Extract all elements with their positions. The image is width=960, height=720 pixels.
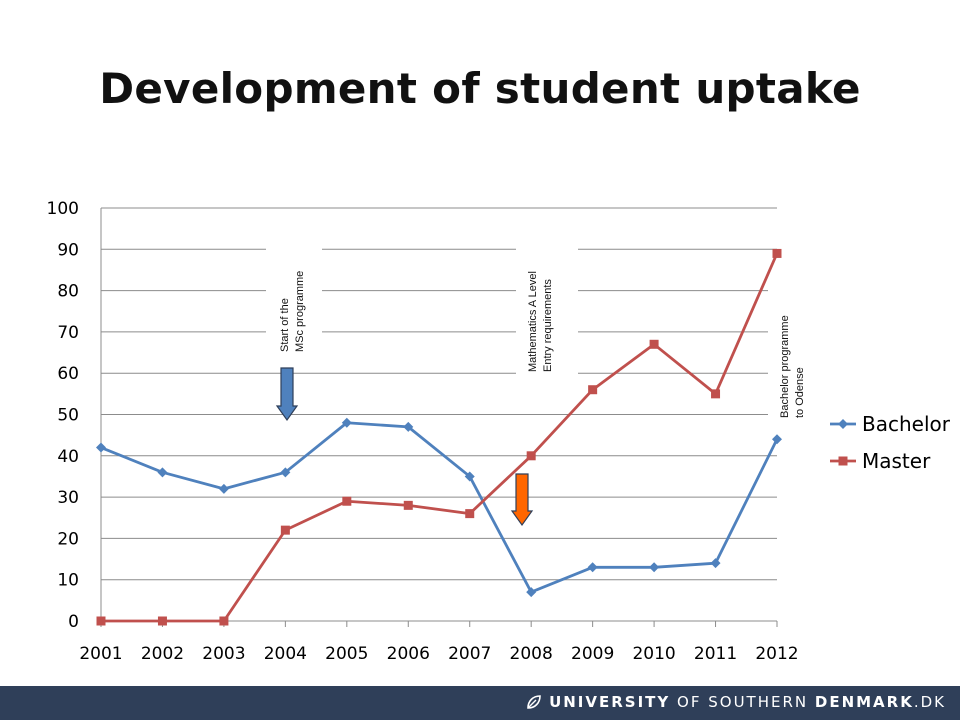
x-tick-label: 2004 bbox=[264, 644, 307, 664]
annotations: Start of the MSc programme Mathematics A L… bbox=[266, 228, 814, 527]
data-point-bachelor bbox=[157, 467, 168, 478]
data-point-master bbox=[588, 385, 598, 395]
series-line-bachelor bbox=[100, 421, 779, 594]
series-line-master bbox=[101, 252, 779, 623]
data-point-bachelor bbox=[710, 558, 721, 569]
series bbox=[96, 248, 782, 626]
x-tick-label: 2009 bbox=[571, 644, 614, 664]
slide-title: Development of student uptake bbox=[99, 64, 861, 113]
annotation-text: Start of the bbox=[279, 298, 291, 352]
logo-text-of-southern: OF SOUTHERN bbox=[670, 693, 815, 711]
annotation-text: Bachelor programme bbox=[779, 315, 791, 418]
y-tick-label: 10 bbox=[57, 571, 79, 591]
data-point-master bbox=[96, 616, 106, 626]
data-point-bachelor bbox=[772, 434, 782, 445]
grid-lines bbox=[101, 207, 777, 581]
y-tick-label: 50 bbox=[57, 406, 79, 426]
x-tick-label: 2010 bbox=[632, 644, 675, 664]
logo-text-dk: .DK bbox=[913, 693, 946, 711]
university-logo[interactable]: UNIVERSITY OF SOUTHERN DENMARK.DK bbox=[525, 693, 946, 711]
data-point-master bbox=[711, 389, 721, 399]
annotation-arrow bbox=[510, 473, 534, 527]
data-point-master bbox=[772, 248, 782, 258]
data-point-bachelor bbox=[280, 467, 291, 478]
data-point-master bbox=[526, 451, 536, 461]
annotation-box bbox=[516, 228, 578, 374]
data-point-master bbox=[465, 509, 475, 519]
y-tick-label: 70 bbox=[57, 323, 79, 343]
annotation-text: to Odense bbox=[794, 367, 806, 418]
y-tick-label: 30 bbox=[57, 488, 79, 508]
y-tick-label: 80 bbox=[57, 282, 79, 302]
x-tick-label: 2011 bbox=[694, 644, 737, 664]
y-tick-label: 100 bbox=[47, 199, 79, 219]
data-point-bachelor bbox=[464, 471, 475, 482]
leaf-icon bbox=[527, 695, 541, 709]
annotation-text: MSc programme bbox=[294, 271, 306, 352]
annotation-box bbox=[768, 272, 814, 420]
data-point-bachelor bbox=[526, 587, 537, 598]
y-tick-label: 40 bbox=[57, 447, 79, 467]
data-point-bachelor bbox=[403, 421, 414, 432]
data-point-master bbox=[403, 500, 413, 510]
legend-marker-master bbox=[838, 456, 848, 466]
data-point-bachelor bbox=[96, 442, 106, 453]
y-tick-label: 20 bbox=[57, 529, 79, 549]
y-tick-label: 0 bbox=[68, 612, 79, 632]
annotation-arrow bbox=[275, 367, 299, 422]
x-tick-label: 2002 bbox=[141, 644, 184, 664]
logo-text-university: UNIVERSITY bbox=[549, 693, 671, 711]
x-tick-label: 2001 bbox=[79, 644, 122, 664]
data-point-master bbox=[649, 339, 659, 349]
x-tick-label: 2003 bbox=[202, 644, 245, 664]
data-point-bachelor bbox=[587, 562, 598, 573]
line-chart: 0 10 20 30 40 50 60 70 80 90 100 2001 2002 2003 2004 20… bbox=[47, 199, 951, 664]
x-tick-label: 2012 bbox=[755, 644, 798, 664]
x-tick-label: 2008 bbox=[510, 644, 553, 664]
data-point-master bbox=[280, 525, 290, 535]
data-point-bachelor bbox=[649, 562, 660, 573]
legend-label-master: Master bbox=[862, 449, 931, 473]
x-tick-label: 2006 bbox=[387, 644, 430, 664]
data-point-master bbox=[219, 616, 229, 626]
y-tick-label: 90 bbox=[57, 240, 79, 260]
annotation-text: Entry requirements bbox=[542, 279, 554, 372]
y-tick-label: 60 bbox=[57, 364, 79, 384]
legend: Bachelor Master bbox=[830, 412, 951, 473]
data-point-bachelor bbox=[218, 483, 229, 494]
footer-bar: UNIVERSITY OF SOUTHERN DENMARK.DK bbox=[0, 686, 960, 720]
x-tick-label: 2005 bbox=[325, 644, 368, 664]
legend-marker-bachelor bbox=[838, 419, 848, 429]
annotation-box bbox=[266, 240, 322, 352]
axes: 0 10 20 30 40 50 60 70 80 90 100 2001 2002 2003 2004 20… bbox=[47, 199, 799, 664]
logo-text-denmark: DENMARK bbox=[814, 693, 914, 711]
annotation-text: Mathematics A Level bbox=[527, 271, 539, 372]
data-point-master bbox=[157, 616, 167, 626]
x-tick-label: 2007 bbox=[448, 644, 491, 664]
data-point-master bbox=[342, 496, 352, 506]
legend-label-bachelor: Bachelor bbox=[862, 412, 951, 436]
data-point-bachelor bbox=[341, 417, 352, 428]
